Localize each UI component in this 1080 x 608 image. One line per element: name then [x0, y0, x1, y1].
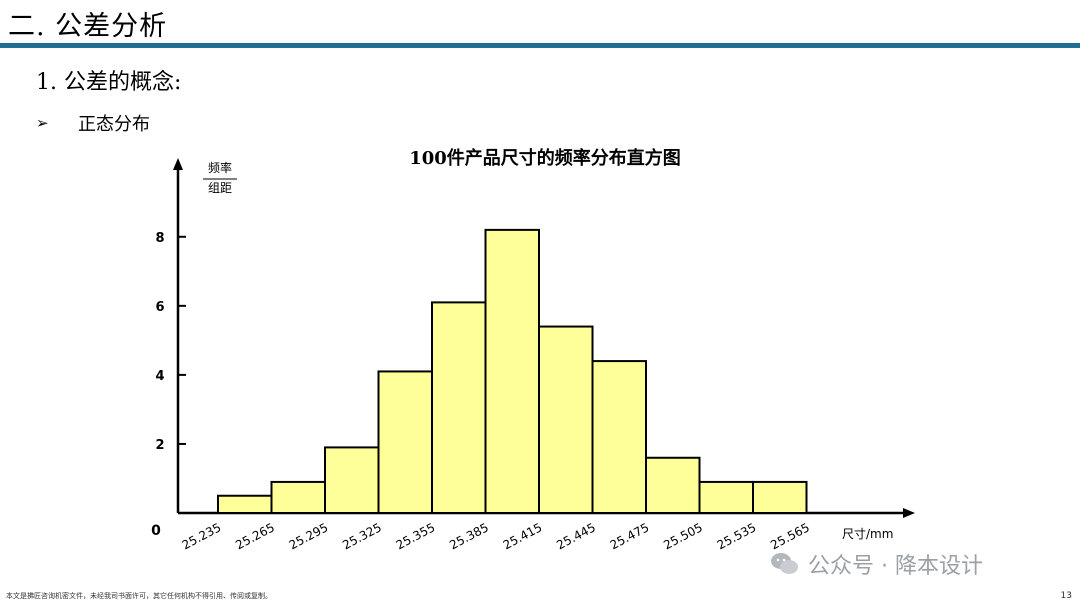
y-axis-label-numerator: 频率	[208, 160, 232, 175]
slide-title: 二. 公差分析	[8, 11, 168, 42]
y-tick-label: 4	[155, 369, 164, 384]
histogram-bar	[270, 480, 326, 515]
y-axis-label-denominator: 组距	[208, 181, 232, 195]
x-tick-label: 25.235	[180, 520, 224, 552]
arrow-bullet-icon: ➢	[36, 114, 49, 132]
x-tick-label: 25.355	[394, 520, 438, 552]
histogram-bar	[431, 301, 487, 514]
histogram-bar	[484, 228, 540, 514]
histogram-bar	[698, 480, 754, 515]
bullet-item: ➢ 正态分布	[36, 110, 150, 136]
x-tick-label: 25.265	[233, 520, 277, 552]
x-tick-label: 25.385	[447, 520, 491, 552]
x-axis-arrow	[903, 508, 915, 518]
y-ticks: 2 4 6 8	[155, 231, 186, 453]
section-heading: 1. 公差的概念:	[36, 70, 182, 95]
histogram-bar	[217, 494, 273, 515]
origin-label: 0	[151, 523, 161, 539]
x-tick-label: 25.295	[287, 520, 331, 552]
x-axis-label: 尺寸/mm	[842, 527, 893, 541]
histogram-bar	[752, 480, 808, 515]
histogram-bar	[377, 370, 433, 514]
page-number: 13	[1060, 591, 1072, 601]
watermark: 公众号 · 降本设计	[770, 548, 983, 580]
histogram-bar	[538, 325, 594, 514]
chart-title: 100件产品尺寸的频率分布直方图	[409, 147, 681, 169]
x-tick-label: 25.325	[340, 520, 384, 552]
y-tick-label: 8	[155, 231, 164, 246]
histogram-bar	[591, 360, 647, 514]
title-divider	[0, 43, 1080, 48]
y-tick-label: 2	[155, 438, 164, 453]
wechat-icon	[771, 553, 798, 574]
histogram-bar	[324, 446, 380, 514]
footer-note: 本文是拂匠咨询机密文件，未经我司书面许可，其它任何机构不得引用、传阅或复制。	[6, 592, 272, 600]
watermark-text: 公众号 · 降本设计	[808, 554, 983, 579]
y-axis-arrow	[173, 158, 183, 170]
x-tick-label: 25.505	[661, 520, 705, 552]
x-tick-label: 25.475	[608, 520, 652, 552]
x-tick-label: 25.535	[715, 520, 759, 552]
bullet-text: 正态分布	[78, 114, 150, 135]
x-tick-label: 25.445	[554, 520, 598, 552]
x-ticks: 25.235 25.265 25.295 25.325 25.355 25.385 25.4…	[180, 520, 812, 552]
histogram-bar	[645, 456, 701, 515]
y-tick-label: 6	[155, 300, 164, 315]
chart-bars	[217, 228, 808, 515]
x-tick-label: 25.415	[501, 520, 545, 552]
